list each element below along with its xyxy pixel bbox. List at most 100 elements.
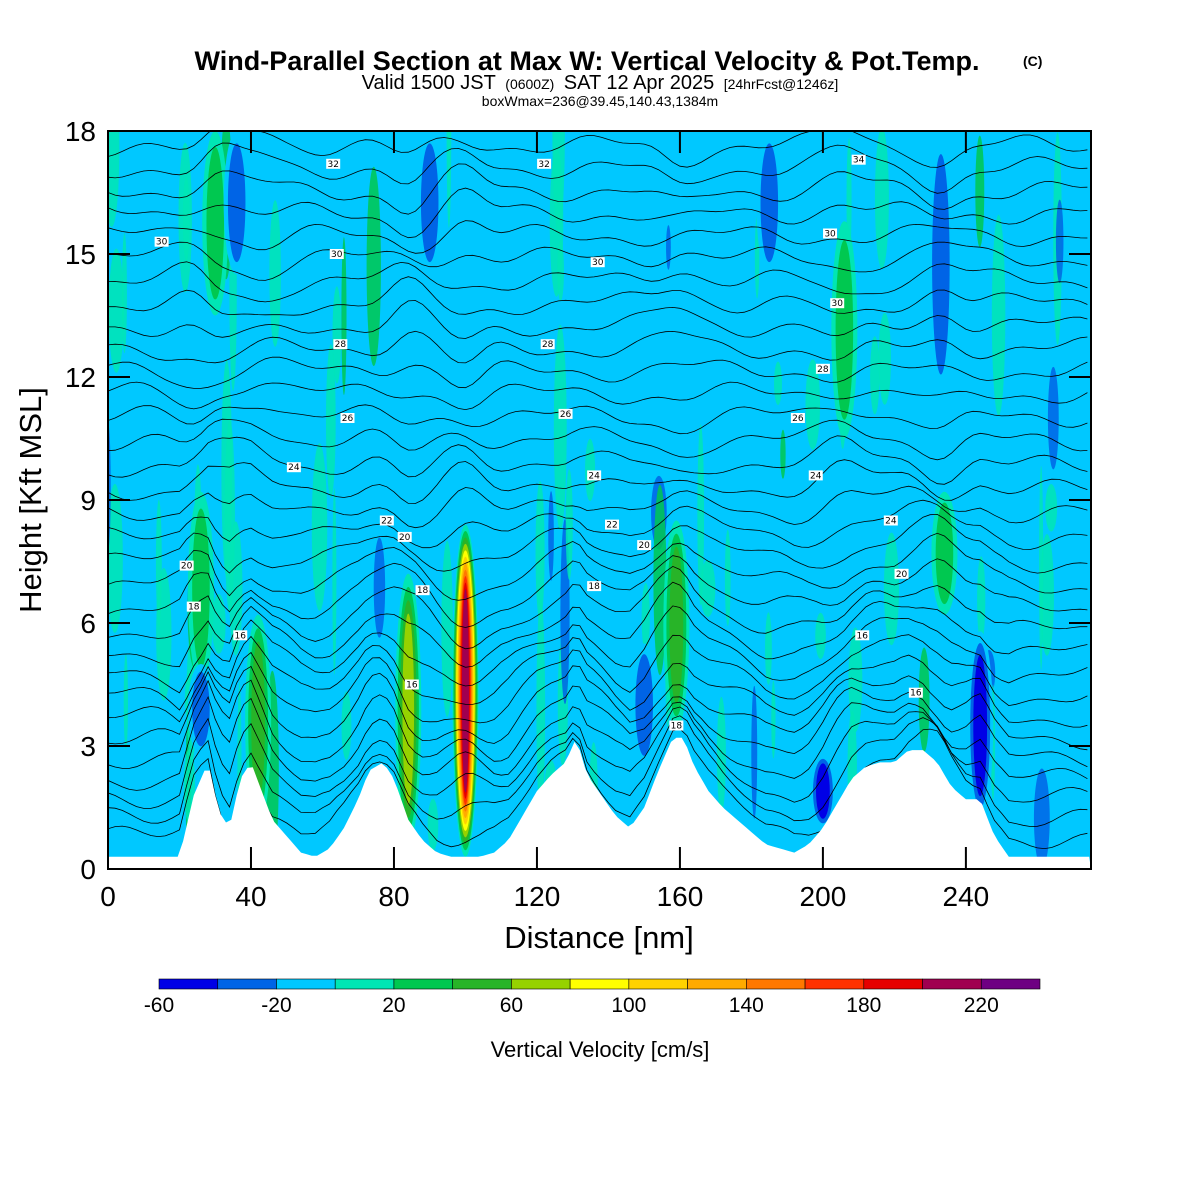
isentrope-label-text: 18 <box>588 582 600 592</box>
isentrope-line <box>108 418 1088 461</box>
velocity-streak <box>1033 768 1050 868</box>
downdraft-cell <box>760 143 779 263</box>
isentrope-label-text: 24 <box>885 517 897 527</box>
velocity-streak <box>535 480 545 622</box>
subtitle-forecast: [24hrFcst@1246z] <box>724 76 839 92</box>
colorbar-tick-label: -20 <box>261 994 291 1017</box>
isentrope-line <box>108 634 1088 711</box>
x-tick-label: 40 <box>235 881 266 912</box>
isentrope-line <box>108 665 1088 751</box>
downdraft-cell <box>816 763 830 819</box>
isentrope-label: 18 <box>669 720 684 732</box>
isentrope-line <box>108 565 1088 650</box>
colorbar-tick-label: -60 <box>144 994 174 1017</box>
velocity-streak <box>123 653 128 750</box>
chart-title: Wind-Parallel Section at Max W: Vertical… <box>195 46 980 76</box>
isentrope-line <box>108 649 1088 728</box>
velocity-streak <box>325 344 336 498</box>
isentrope-label-text: 16 <box>235 631 247 641</box>
colorbar-swatch <box>863 978 923 990</box>
x-tick-label: 240 <box>943 881 990 912</box>
isentrope-label: 18 <box>415 585 430 596</box>
colorbar-swatch <box>158 978 219 990</box>
isentrope-label-text: 34 <box>853 156 865 166</box>
isentrope-label: 26 <box>790 413 805 424</box>
isentrope-line <box>108 163 1088 215</box>
isentrope-label-text: 30 <box>156 238 168 248</box>
downdraft-cell <box>973 654 988 797</box>
isentrope-line <box>108 485 1088 529</box>
isentrope-line <box>108 459 1088 504</box>
isentrope-label-text: 16 <box>406 681 418 691</box>
updraft-cell <box>669 546 684 704</box>
isentrope-label: 28 <box>540 339 555 350</box>
y-axis-label: Height [Kft MSL] <box>13 387 48 613</box>
velocity-streak <box>211 593 226 654</box>
velocity-streak <box>341 237 347 396</box>
isentrope-label-text: 30 <box>831 299 843 309</box>
velocity-streak <box>878 312 892 405</box>
isentrope-label-text: 20 <box>896 570 908 580</box>
subtitle-date: SAT 12 Apr 2025 <box>564 72 714 94</box>
velocity-streak <box>870 336 880 415</box>
isentrope-label: 16 <box>404 679 419 691</box>
isentrope-label: 22 <box>605 519 620 531</box>
plot-area: 32 32 34 30 30 30 30 30 28 28 28 26 26 26 24 24 24 22 22 24… <box>108 131 1091 869</box>
isentrope-label-text: 26 <box>560 410 572 420</box>
isentrope-line <box>108 220 1088 254</box>
isentrope-label-text: 30 <box>592 258 604 268</box>
updraft-cell <box>461 589 469 793</box>
velocity-streak <box>373 537 386 638</box>
isentrope-label-text: 22 <box>381 517 392 527</box>
isentrope-line <box>108 695 1088 791</box>
isentrope-label-text: 28 <box>817 365 829 375</box>
isentrope-label: 16 <box>908 687 923 699</box>
x-axis: 0 40 80 120 160 200 240 <box>100 131 989 912</box>
isentrope-label: 34 <box>851 154 866 166</box>
velocity-streak <box>805 359 821 450</box>
velocity-streak <box>552 131 565 235</box>
velocity-streak <box>341 691 352 760</box>
isentrope-label-text: 32 <box>538 160 549 170</box>
isentrope-label: 30 <box>823 228 838 240</box>
velocity-streak <box>156 567 172 701</box>
velocity-streak <box>653 484 667 676</box>
velocity-streak <box>1047 366 1059 470</box>
velocity-streak <box>771 680 776 759</box>
colorbar-label: Vertical Velocity [cm/s] <box>491 1037 710 1062</box>
isentropes <box>108 131 1088 850</box>
colorbar-swatch <box>804 978 865 990</box>
colorbar-swatch <box>687 978 747 990</box>
colorbar-tick-label: 140 <box>729 994 764 1017</box>
velocity-streak <box>666 225 671 270</box>
isentrope-label: 18 <box>186 601 201 613</box>
isentrope-label-text: 24 <box>588 471 600 481</box>
isentrope-line <box>108 706 1088 809</box>
velocity-streak <box>975 135 985 248</box>
velocity-streak <box>366 166 381 367</box>
velocity-streak <box>332 487 337 675</box>
velocity-streak <box>108 248 124 373</box>
downdraft-cell <box>227 143 246 263</box>
isentrope-label-text: 18 <box>188 603 200 613</box>
velocity-streak <box>774 361 782 406</box>
isentrope-label-text: 18 <box>671 722 683 732</box>
velocity-streak <box>121 233 127 354</box>
isentrope-label-text: 24 <box>288 463 300 473</box>
isentrope-label-text: 22 <box>606 521 617 531</box>
colorbar-swatch <box>628 978 688 990</box>
velocity-streak <box>716 696 726 813</box>
isentrope-label-text: 26 <box>342 414 354 424</box>
y-axis: 0 3 6 9 12 15 18 <box>65 116 1091 885</box>
colorbar-tick-label: 20 <box>382 994 405 1017</box>
colorbar-swatch <box>276 978 336 990</box>
isentrope-label: 20 <box>397 531 412 543</box>
isentrope-line <box>108 532 1088 601</box>
isentrope-label-text: 26 <box>792 414 804 424</box>
isentrope-line <box>108 728 1088 850</box>
x-tick-label: 0 <box>100 881 116 912</box>
isentrope-label: 22 <box>379 515 394 527</box>
isentrope-label: 30 <box>154 236 169 248</box>
isentrope-label-text: 18 <box>417 586 429 596</box>
